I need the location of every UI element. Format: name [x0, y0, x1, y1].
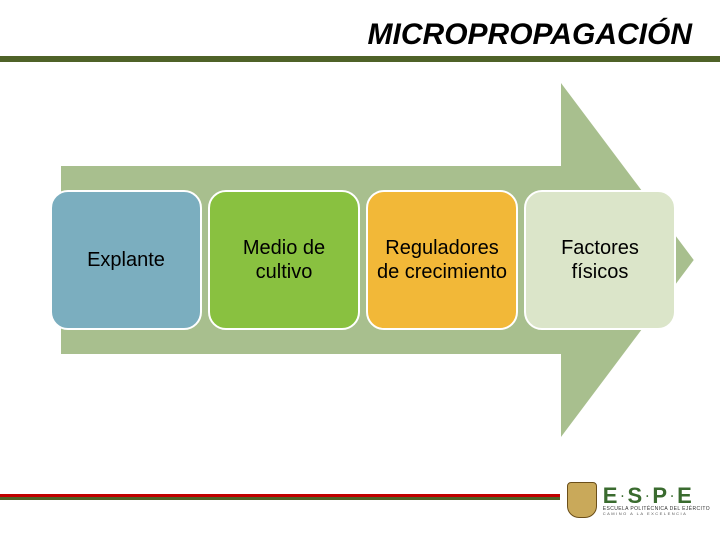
box-explante: Explante — [50, 190, 202, 330]
box-label: Medio de cultivo — [214, 236, 354, 284]
title-underline — [0, 56, 720, 62]
box-medio-cultivo: Medio de cultivo — [208, 190, 360, 330]
box-factores-fisicos: Factores físicos — [524, 190, 676, 330]
logo-letters: E•S•P•E — [603, 485, 710, 507]
logo-tagline: CAMINO A LA EXCELENCIA — [603, 512, 710, 516]
box-label: Factores físicos — [530, 236, 670, 284]
page-title: MICROPROPAGACIÓN — [368, 18, 692, 52]
process-boxes: Explante Medio de cultivo Reguladores de… — [50, 190, 676, 330]
box-label: Explante — [87, 248, 165, 272]
footer-line — [0, 494, 560, 500]
logo-crest — [567, 482, 597, 518]
logo-text: E•S•P•E ESCUELA POLITÉCNICA DEL EJÉRCITO… — [603, 485, 710, 516]
box-reguladores: Reguladores de crecimiento — [366, 190, 518, 330]
process-arrow-diagram: Explante Medio de cultivo Reguladores de… — [50, 70, 700, 450]
box-label: Reguladores de crecimiento — [372, 236, 512, 284]
logo-block: E•S•P•E ESCUELA POLITÉCNICA DEL EJÉRCITO… — [567, 482, 710, 518]
